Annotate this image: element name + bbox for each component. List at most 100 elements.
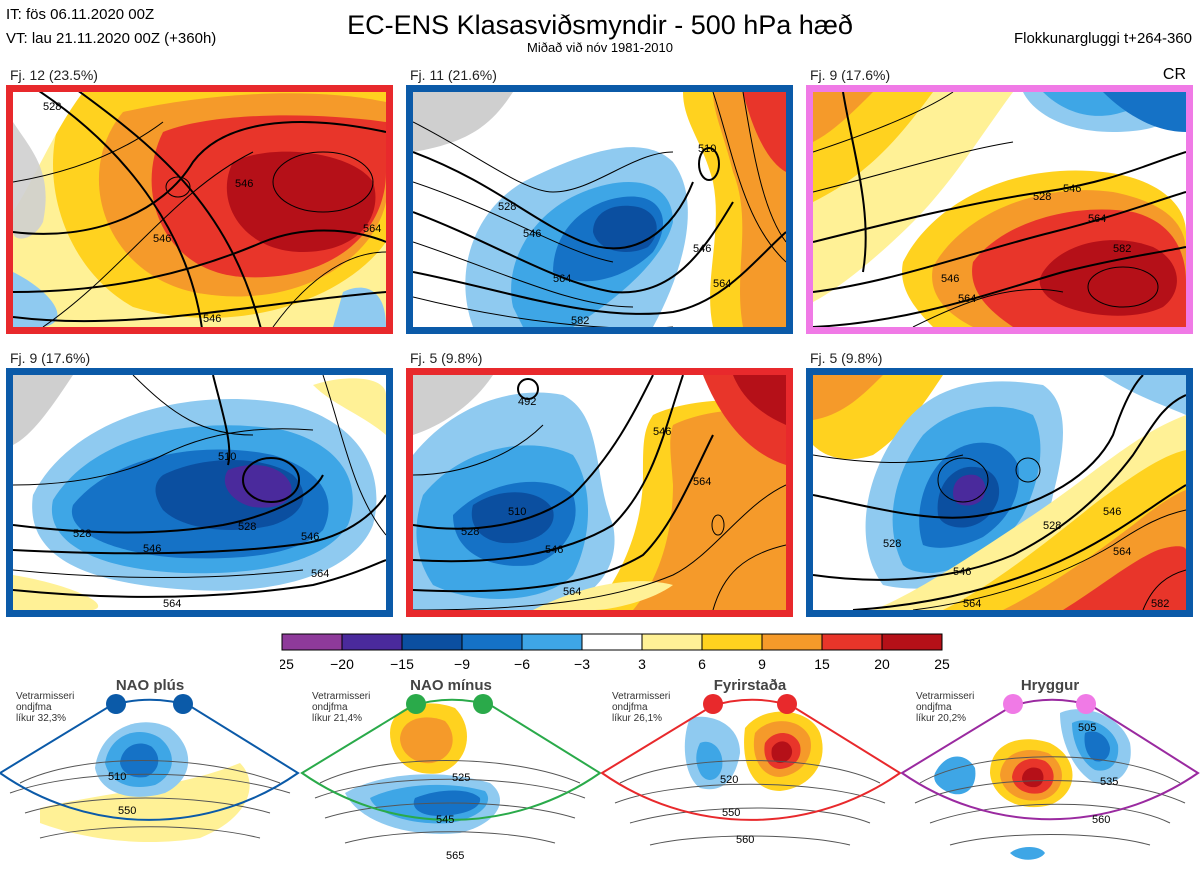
regime-months: ondjfma [16,702,52,713]
colorbar-swatch [461,633,523,651]
contour-label: 564 [713,278,731,290]
regime-blocking: Fyrirstaða Vetrarmisseri ondjfma líkur 2… [600,677,902,846]
page-title: EC-ENS Klasasviðsmyndir - 500 hPa hæð [347,10,853,40]
cluster-map-6: 528 528 546 546 564 564 582 [806,368,1193,617]
regime-season: Vetrarmisseri [16,691,74,702]
colorbar-swatch [401,633,463,651]
contour-label: 510 [698,143,716,155]
contour-label: 546 [235,178,253,190]
cluster-map-5: 492 510 528 546 546 564 564 [406,368,793,617]
classification-window: Flokkunargluggi t+264-360 [1013,30,1192,47]
regime-months: ondjfma [916,702,952,713]
regime-nao-minus: NAO mínus Vetrarmisseri ondjfma líkur 21… [300,677,602,862]
anomaly-map-3: 528 546 546 564 564 582 [813,92,1186,327]
regime-title: Fyrirstaða [714,677,787,694]
contour-label: 582 [1151,598,1169,610]
contour-label: 546 [1103,506,1121,518]
panel-label-4: Fj. 9 (17.6%) [10,350,91,366]
anomaly-map-1: 528 546 546 564 546 [13,92,386,327]
colorbar-tick-label: 25 [934,656,950,672]
contour-label: 546 [1063,183,1081,195]
cluster-map-1: 528 546 546 564 546 [6,85,393,334]
contour-labels-6: 528 528 546 546 564 564 582 [883,506,1169,610]
regime-title: Hryggur [1021,677,1080,694]
regime-probability: líkur 20,2% [916,713,966,724]
contour-label: 492 [518,396,536,408]
contour-label: 564 [363,223,381,235]
contour-label: 564 [563,586,581,598]
colorbar-swatch [761,633,823,651]
contour-label: 510 [508,506,526,518]
contour-label: 564 [963,598,981,610]
regime-title: NAO mínus [410,677,492,694]
colorbar-tick-label: 3 [638,656,646,672]
contour-label: 546 [203,313,221,325]
contour-labels-1: 528 546 546 564 546 [43,101,381,325]
regime-season: Vetrarmisseri [612,691,670,702]
panel-label-2: Fj. 11 (21.6%) [410,67,497,83]
contour-label: 525 [452,772,470,784]
contour-label: 546 [545,544,563,556]
colorbar-swatch [881,633,943,651]
panel-label-5: Fj. 5 (9.8%) [410,350,483,366]
contour-label: 582 [1113,243,1131,255]
regime-ridge: Hryggur Vetrarmisseri ondjfma líkur 20,2… [900,677,1200,860]
colorbar-swatch [521,633,583,651]
colorbar-tick-label: 9 [758,656,766,672]
anomaly-map-4: 510 528 528 546 546 564 564 [13,375,386,610]
colorbar-swatch [641,633,703,651]
contour-label: 528 [238,521,256,533]
contour-label: 546 [523,228,541,240]
contour-label: 535 [1100,776,1118,788]
anomaly-map-6: 528 528 546 546 564 564 582 [813,375,1186,610]
panel-label-1: Fj. 12 (23.5%) [10,67,98,83]
contour-label: 520 [720,774,738,786]
panel-label-3: Fj. 9 (17.6%) [810,67,891,83]
contour-label: 565 [446,850,464,862]
contour-label: 564 [693,476,711,488]
colorbar-tick-label: 6 [698,656,706,672]
contour-label: 510 [218,451,236,463]
contour-label: 528 [461,526,479,538]
regime-title: NAO plús [116,677,184,694]
contour-label: 546 [143,543,161,555]
contour-label: 564 [553,273,571,285]
contour-labels-2: 510 528 546 546 564 564 582 [498,143,731,327]
cluster-map-4: 510 528 528 546 546 564 564 [6,368,393,617]
panel-label-6: Fj. 5 (9.8%) [810,350,883,366]
anomaly-colorbar: −25 −20 −15 −9 −6 −3 3 6 9 15 20 25 [280,633,950,672]
contour-label: 560 [1092,814,1110,826]
cluster-map-3: 528 546 546 564 564 582 [806,85,1193,334]
cr-label: CR [1162,66,1186,83]
colorbar-tick-label: −20 [330,656,354,672]
cluster-map-2: 510 528 546 546 564 564 582 [406,85,793,334]
contour-label: 564 [1088,213,1106,225]
colorbar-swatch [341,633,403,651]
regime-season: Vetrarmisseri [312,691,370,702]
colorbar-tick-label: −6 [514,656,530,672]
contour-label: 546 [953,566,971,578]
contour-label: 545 [436,814,454,826]
colorbar-swatch [821,633,883,651]
colorbar-tick-label: 15 [814,656,830,672]
colorbar-tick-label: −15 [390,656,414,672]
colorbar-tick-label: −3 [574,656,590,672]
regime-probability: líkur 26,1% [612,713,662,724]
regime-nao-plus: NAO plús Vetrarmisseri ondjfma líkur 32,… [0,677,300,843]
contour-label: 582 [571,315,589,327]
regime-months: ondjfma [312,702,348,713]
contour-labels-5: 492 510 528 546 546 564 564 [461,396,711,598]
colorbar-swatch [281,633,343,651]
contour-label: 528 [498,201,516,213]
contour-label: 546 [301,531,319,543]
contour-label: 564 [958,293,976,305]
colorbar-swatch [701,633,763,651]
valid-time: VT: lau 21.11.2020 00Z (+360h) [6,30,217,47]
contour-label: 546 [153,233,171,245]
contour-label: 528 [1033,191,1051,203]
regime-probability: líkur 21,4% [312,713,362,724]
contour-label: 550 [722,807,740,819]
contour-label: 560 [736,834,754,846]
contour-label: 528 [73,528,91,540]
regime-probability: líkur 32,3% [16,713,66,724]
